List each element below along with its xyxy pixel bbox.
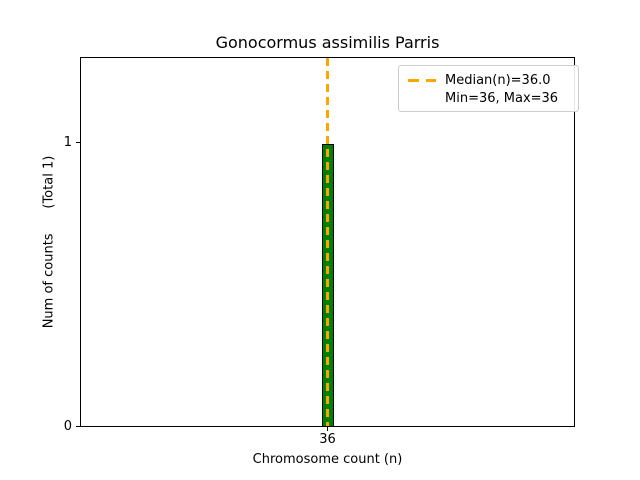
- y-tick-mark-0: [76, 426, 80, 427]
- x-tick-label-36: 36: [319, 432, 336, 447]
- x-axis-label: Chromosome count (n): [252, 452, 403, 467]
- legend-label-median: Median(n)=36.0: [445, 72, 551, 88]
- y-tick-label-0: 0: [63, 419, 72, 434]
- x-tick-mark-36: [327, 427, 328, 431]
- chart-title: Gonocormus assimilis Parris: [215, 33, 440, 52]
- legend: Median(n)=36.0 Min=36, Max=36: [398, 65, 579, 112]
- plot-area: Median(n)=36.0 Min=36, Max=36: [80, 57, 579, 427]
- y-tick-label-1: 1: [63, 135, 72, 150]
- legend-row-median: Median(n)=36.0: [408, 71, 571, 89]
- legend-row-minmax: Min=36, Max=36: [408, 89, 571, 107]
- median-dashed-line-swatch: [408, 78, 436, 82]
- legend-label-minmax: Min=36, Max=36: [445, 90, 559, 106]
- legend-swatch-empty: [408, 97, 436, 100]
- y-tick-mark-1: [76, 142, 80, 143]
- median-line: [326, 58, 329, 426]
- y-axis-label: Num of counts (Total 1): [41, 155, 57, 329]
